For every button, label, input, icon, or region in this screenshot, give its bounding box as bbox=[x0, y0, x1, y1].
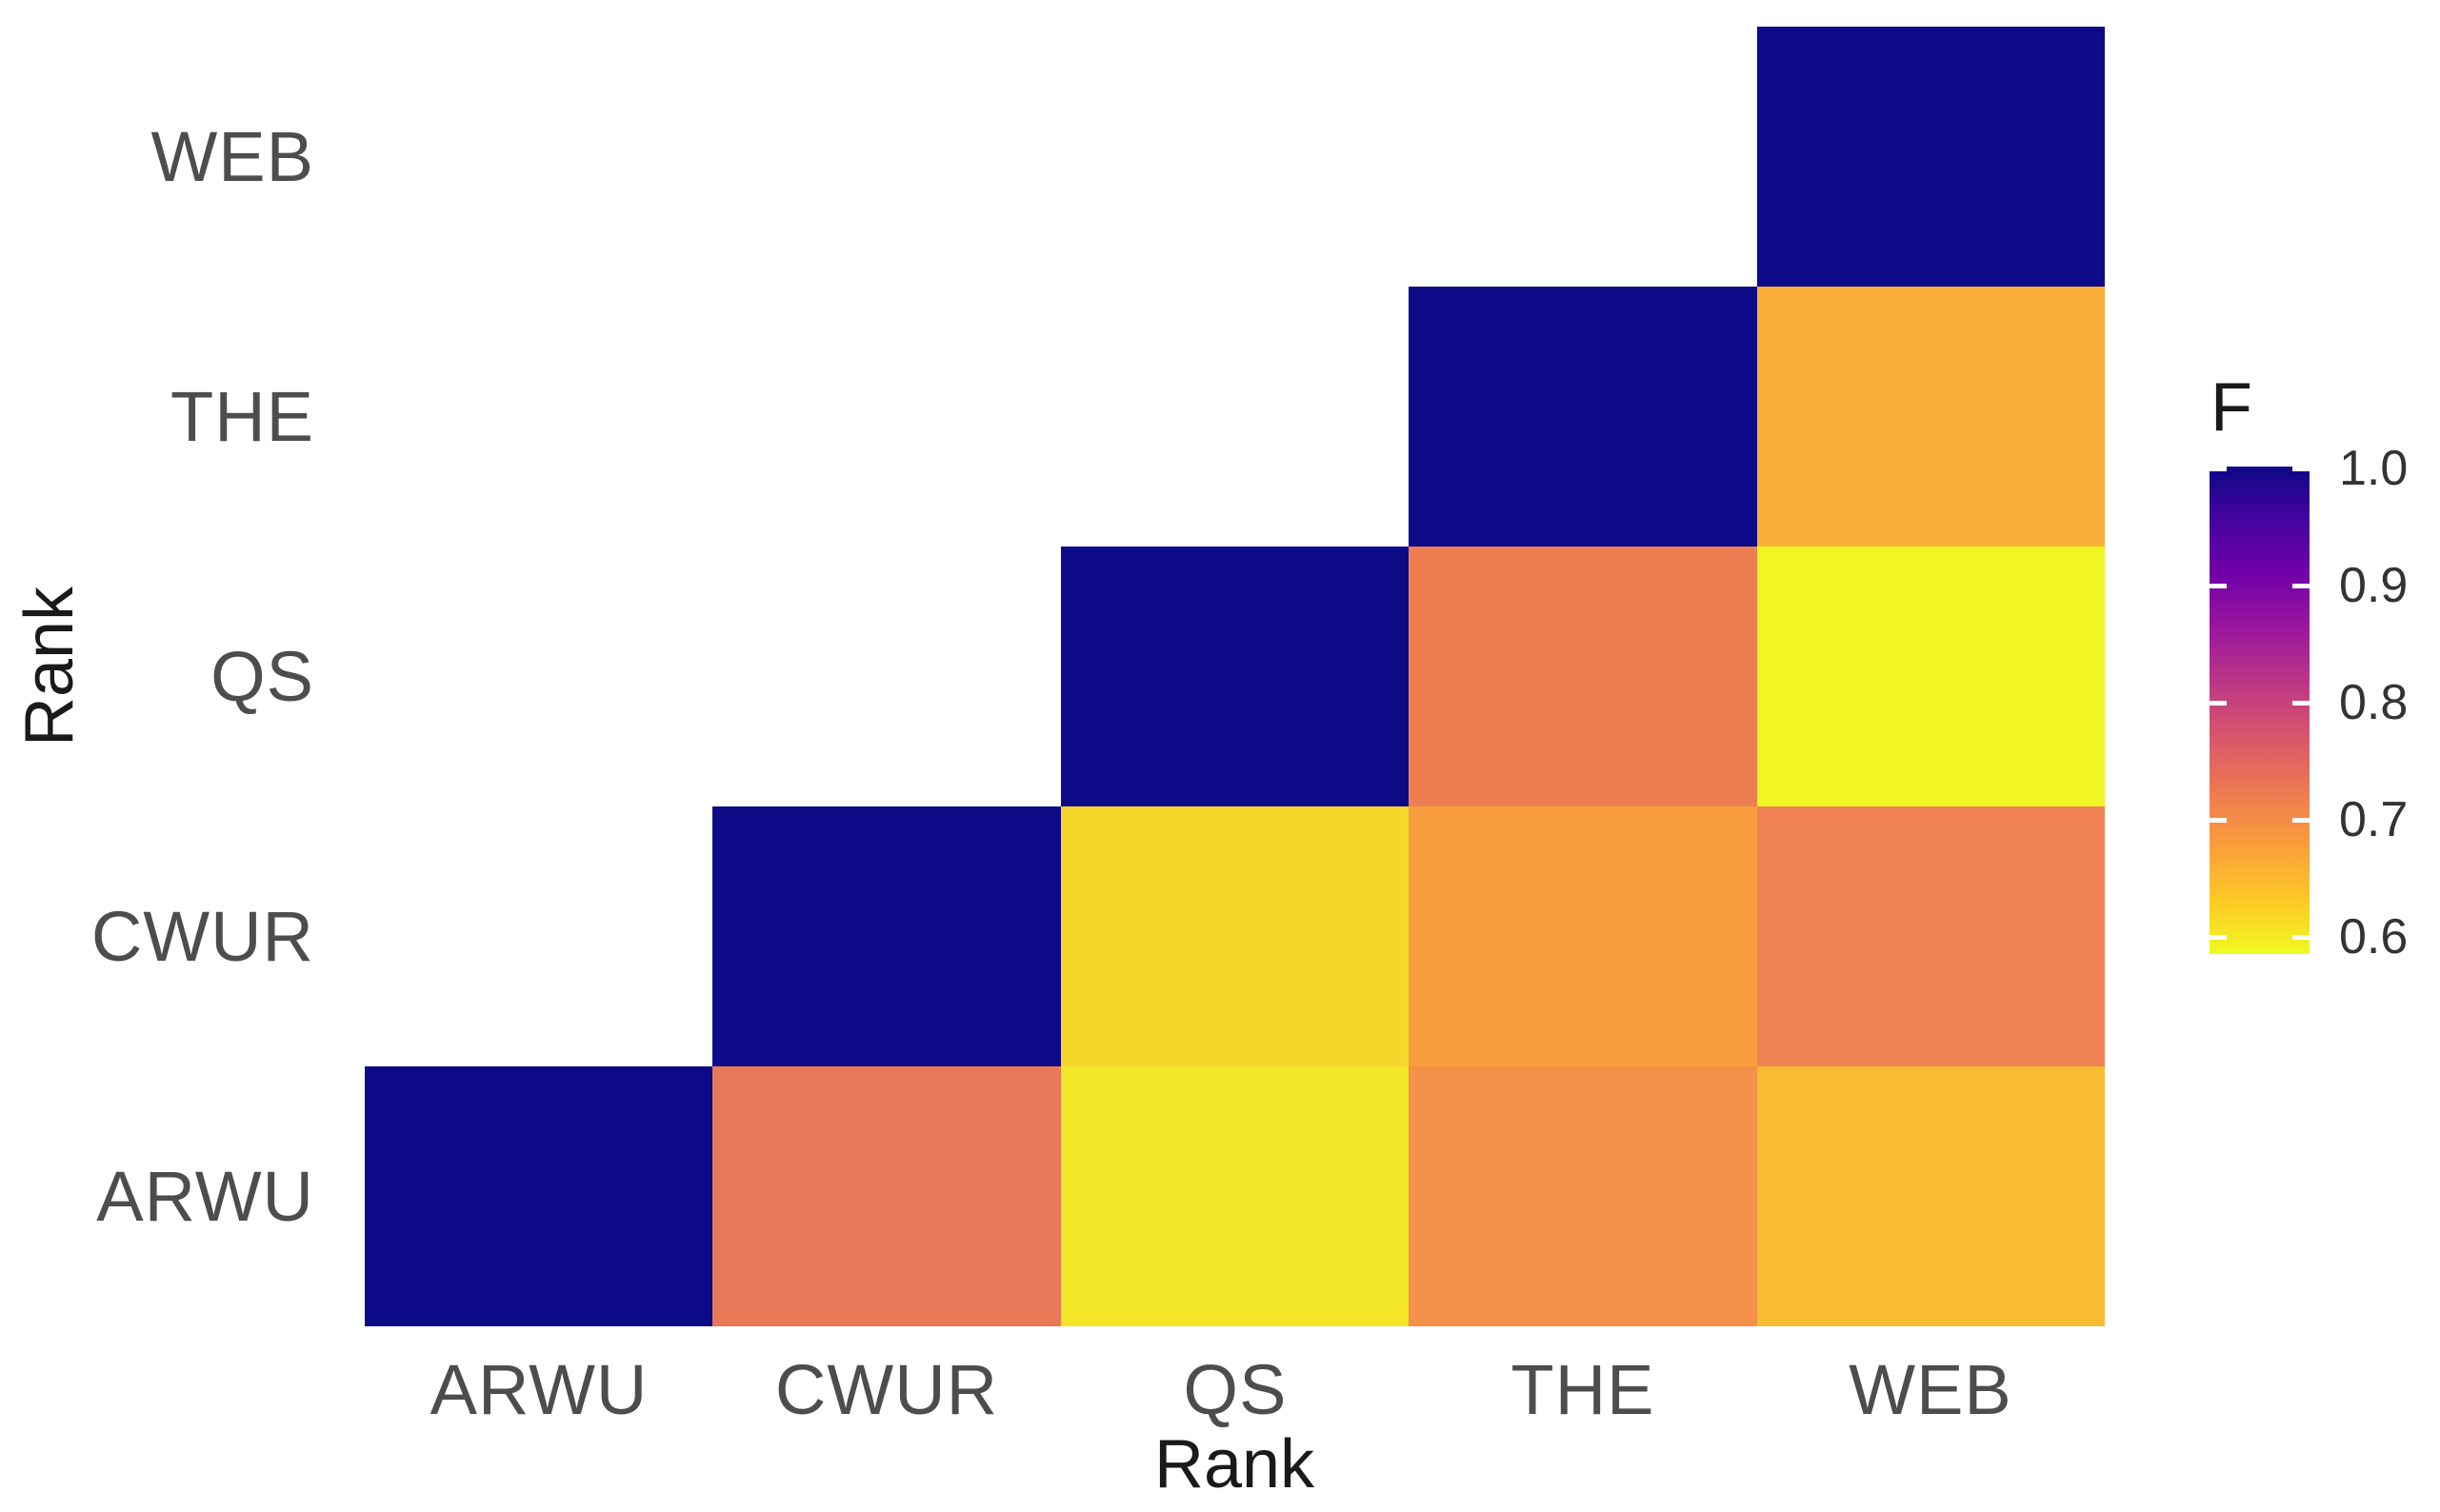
heatmap-cell bbox=[1409, 1066, 1757, 1326]
legend-tick-mark bbox=[2210, 467, 2227, 471]
heatmap-cell bbox=[1409, 806, 1757, 1066]
y-tick-label: THE bbox=[170, 377, 314, 456]
legend-tick-mark bbox=[2292, 584, 2310, 588]
heatmap-cell bbox=[1757, 1066, 2105, 1326]
legend-tick-mark bbox=[2292, 818, 2310, 823]
heatmap-cell bbox=[365, 1066, 712, 1326]
heatmap-cell bbox=[1757, 27, 2105, 287]
y-tick-label: CWUR bbox=[90, 897, 314, 976]
heatmap-cell bbox=[1409, 547, 1757, 806]
legend-tick-label: 1.0 bbox=[2339, 441, 2409, 496]
heatmap-cell bbox=[712, 806, 1061, 1066]
heatmap-cell bbox=[712, 1066, 1061, 1326]
legend-tick-mark bbox=[2292, 935, 2310, 940]
legend-tick-mark bbox=[2292, 467, 2310, 471]
x-axis-title: Rank bbox=[1153, 1426, 1315, 1502]
y-tick-label: ARWU bbox=[96, 1157, 314, 1236]
x-tick-label: ARWU bbox=[430, 1350, 649, 1429]
legend-tick-mark bbox=[2210, 701, 2227, 706]
legend-tick-mark bbox=[2292, 701, 2310, 706]
legend-tick-mark bbox=[2210, 935, 2227, 940]
heatmap-cell bbox=[1409, 287, 1757, 547]
legend-tick-mark bbox=[2210, 584, 2227, 588]
heatmap-cell bbox=[1061, 806, 1409, 1066]
y-tick-label: QS bbox=[210, 637, 314, 716]
heatmap-cell bbox=[1061, 547, 1409, 806]
legend-tick-label: 0.6 bbox=[2339, 909, 2409, 965]
legend-tick-label: 0.7 bbox=[2339, 792, 2409, 847]
legend-colorbar bbox=[2210, 467, 2310, 954]
heatmap-cell bbox=[1757, 547, 2105, 806]
x-tick-label: CWUR bbox=[774, 1350, 999, 1429]
x-tick-label: THE bbox=[1510, 1350, 1655, 1429]
x-tick-label: QS bbox=[1183, 1350, 1288, 1429]
y-axis-title: Rank bbox=[11, 586, 88, 747]
legend-title: F bbox=[2210, 369, 2252, 446]
heatmap-cell bbox=[1061, 1066, 1409, 1326]
heatmap-cell bbox=[1757, 806, 2105, 1066]
y-tick-label: WEB bbox=[150, 117, 314, 196]
x-tick-label: WEB bbox=[1849, 1350, 2012, 1429]
heatmap-cell bbox=[1757, 287, 2105, 547]
legend-tick-label: 0.9 bbox=[2339, 558, 2409, 613]
legend-tick-mark bbox=[2210, 818, 2227, 823]
legend-tick-label: 0.8 bbox=[2339, 675, 2409, 730]
